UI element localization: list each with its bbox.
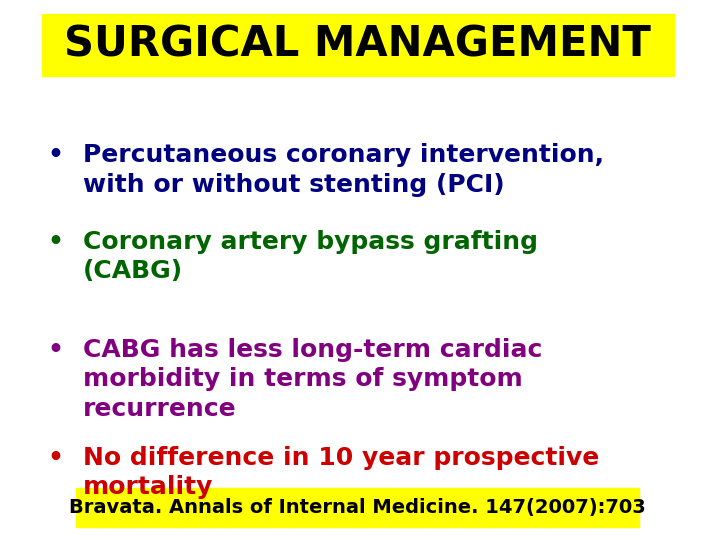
Text: No difference in 10 year prospective
mortality: No difference in 10 year prospective mor…: [83, 446, 599, 499]
Text: CABG has less long-term cardiac
morbidity in terms of symptom
recurrence: CABG has less long-term cardiac morbidit…: [83, 338, 542, 421]
FancyBboxPatch shape: [76, 488, 639, 526]
Text: •: •: [48, 230, 63, 253]
Text: Bravata. Annals of Internal Medicine. 147(2007):703: Bravata. Annals of Internal Medicine. 14…: [69, 497, 646, 517]
Text: •: •: [48, 338, 63, 361]
Text: SURGICAL MANAGEMENT: SURGICAL MANAGEMENT: [64, 23, 652, 65]
FancyBboxPatch shape: [42, 14, 674, 76]
Text: •: •: [48, 446, 63, 469]
Text: Percutaneous coronary intervention,
with or without stenting (PCI): Percutaneous coronary intervention, with…: [83, 143, 604, 197]
Text: Coronary artery bypass grafting
(CABG): Coronary artery bypass grafting (CABG): [83, 230, 538, 283]
Text: •: •: [48, 143, 63, 167]
